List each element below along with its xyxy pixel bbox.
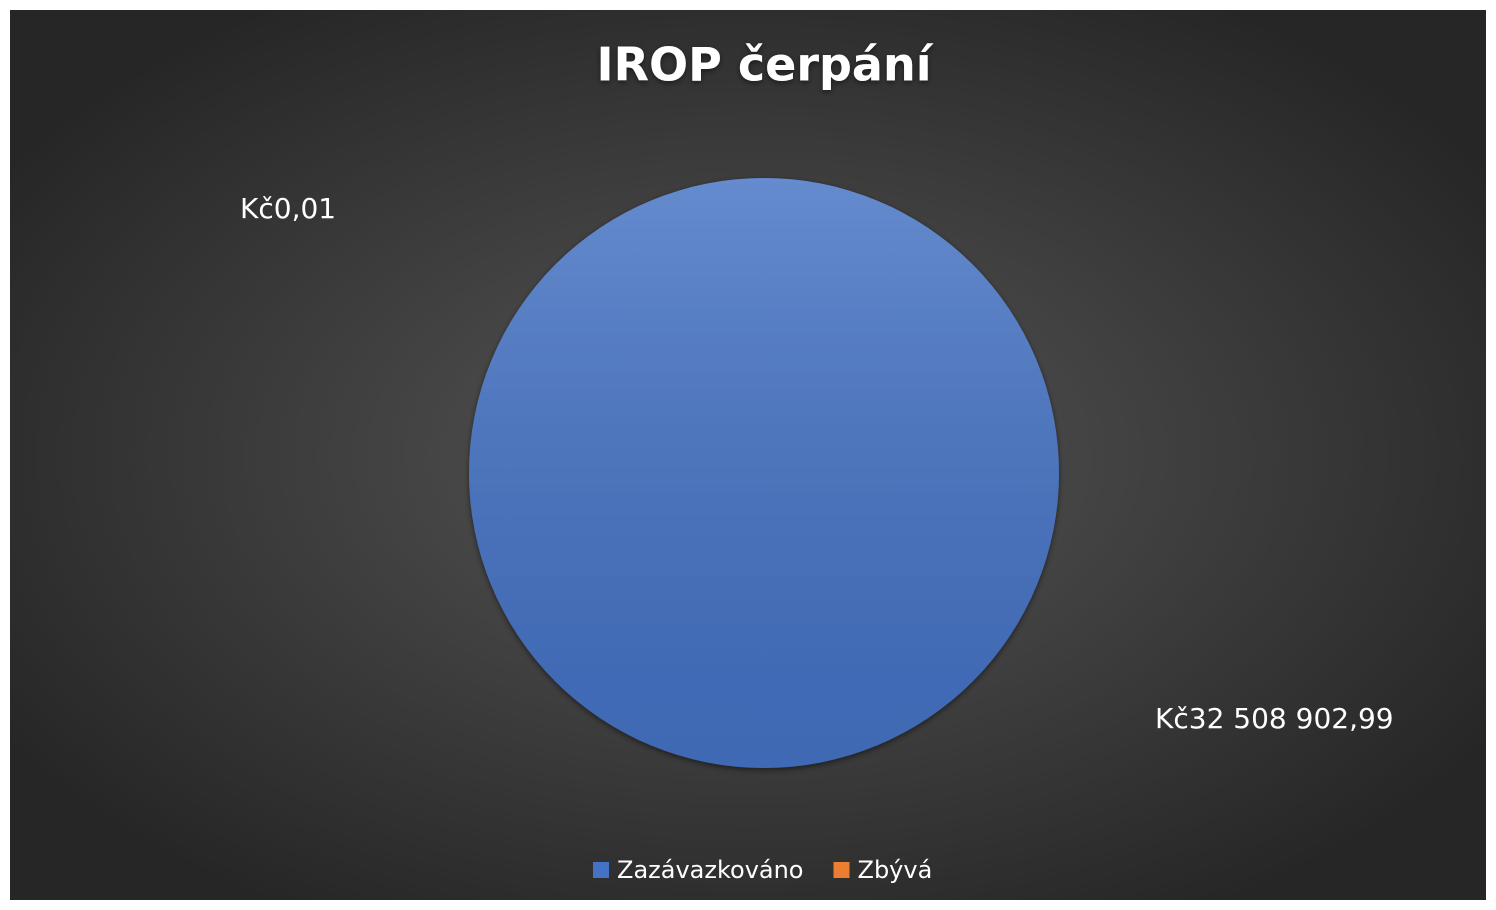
chart-title: IROP čerpání [596, 38, 933, 92]
pie [469, 178, 1059, 768]
legend-label: Zbývá [858, 856, 933, 884]
legend-swatch [593, 862, 609, 878]
legend-swatch [833, 862, 850, 878]
data-label: Kč32 508 902,99 [1155, 702, 1394, 735]
data-label: Kč0,01 [240, 192, 336, 225]
legend-label: Zazávazkováno [617, 856, 804, 884]
